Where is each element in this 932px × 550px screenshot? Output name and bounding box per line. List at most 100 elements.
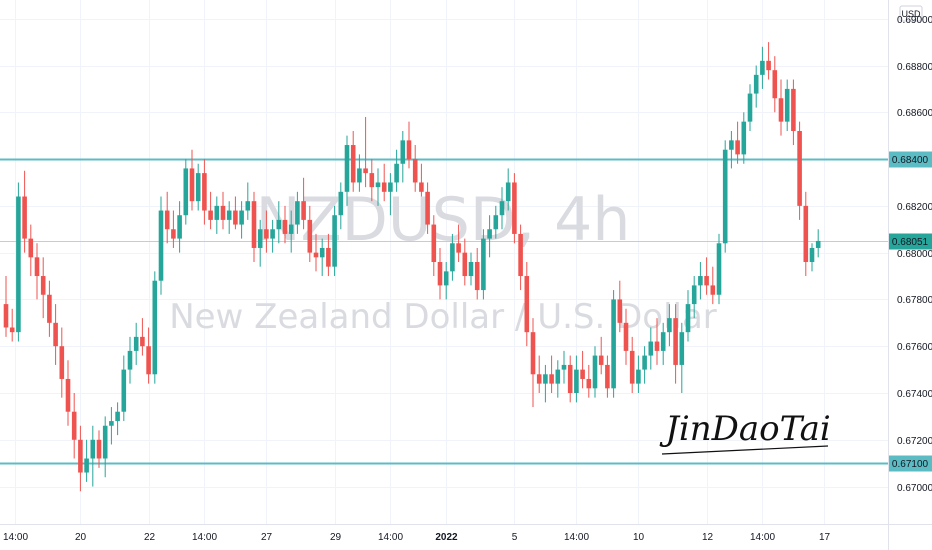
time-axis-labels: 14:00 20 22 14:00 27 29 14:00 2022 5 14:00 10 12 14:… xyxy=(3,532,831,543)
candle xyxy=(146,327,151,384)
time-tick-label: 14:00 xyxy=(378,532,403,543)
candle-body xyxy=(716,243,722,295)
candle xyxy=(96,430,102,468)
candle-body xyxy=(797,131,802,206)
candle-body xyxy=(698,276,703,286)
candle-body xyxy=(195,173,201,202)
candle-body xyxy=(295,201,300,225)
candle xyxy=(220,191,226,230)
candle-body xyxy=(40,276,46,295)
candle xyxy=(753,65,759,108)
candle xyxy=(84,439,89,482)
candle xyxy=(716,233,722,305)
symbol-watermark: NZDUSD, 4h xyxy=(256,185,631,255)
candle xyxy=(598,336,604,375)
candle xyxy=(381,163,387,202)
candle-body xyxy=(90,439,96,459)
candle-body xyxy=(3,304,9,328)
candle xyxy=(784,79,790,131)
candle xyxy=(350,131,356,192)
candle xyxy=(648,327,654,370)
candle xyxy=(177,201,182,253)
candle xyxy=(685,290,691,342)
candle-body xyxy=(803,205,809,262)
price-tick-label: 0.68000 xyxy=(897,249,932,260)
candle-body xyxy=(784,88,790,122)
candle-body xyxy=(127,350,133,370)
candle-body xyxy=(530,332,536,375)
candle xyxy=(276,201,282,244)
time-tick-label: 2022 xyxy=(435,532,458,543)
candle xyxy=(803,191,809,277)
candle xyxy=(140,318,145,356)
price-tick-label: 0.67600 xyxy=(897,342,932,353)
level-price-label: 0.67100 xyxy=(892,459,929,470)
price-tick-label: 0.68200 xyxy=(897,202,932,213)
price-tick-label: 0.67200 xyxy=(897,436,932,447)
candle-body xyxy=(208,210,213,220)
candle xyxy=(344,135,350,206)
candle-body xyxy=(344,145,350,192)
candle-body xyxy=(499,201,505,216)
candle xyxy=(245,182,251,220)
candle xyxy=(59,327,65,398)
candle-body xyxy=(332,215,337,267)
candle-body xyxy=(425,191,430,225)
candle xyxy=(729,131,734,169)
candle-body xyxy=(28,238,34,258)
time-tick-label: 14:00 xyxy=(750,532,775,543)
signature-watermark: JinDaoTai xyxy=(659,409,831,455)
price-tick-label: 0.68600 xyxy=(897,108,932,119)
candle xyxy=(127,336,133,384)
candle xyxy=(3,276,9,337)
description-watermark: New Zealand Dollar / U.S. Dollar xyxy=(169,297,717,337)
candle-body xyxy=(468,262,474,277)
candle-body xyxy=(245,201,251,211)
candle-body xyxy=(400,140,406,164)
candle-body xyxy=(611,299,616,389)
candle-body xyxy=(549,374,554,384)
candle xyxy=(698,262,703,300)
candle xyxy=(152,271,158,384)
candle xyxy=(543,364,548,403)
candles xyxy=(3,42,821,492)
candle-body xyxy=(394,163,399,183)
candle-body xyxy=(617,299,623,323)
candle xyxy=(623,308,629,365)
candle-body xyxy=(704,276,709,286)
time-tick-label: 12 xyxy=(702,532,714,543)
candle xyxy=(766,42,771,80)
candle-body xyxy=(456,243,461,253)
candle-body xyxy=(16,196,21,333)
candle-body xyxy=(481,238,486,291)
candle xyxy=(239,201,244,239)
candle-body xyxy=(555,369,561,384)
candle-body xyxy=(350,145,356,183)
candle-body xyxy=(629,350,635,384)
candle xyxy=(78,425,83,492)
candle-body xyxy=(133,336,139,351)
candle xyxy=(9,308,15,342)
candle xyxy=(338,182,344,230)
candle-body xyxy=(512,182,517,234)
last-price-label: 0.68051 xyxy=(892,237,929,248)
candle-body xyxy=(270,229,275,239)
last-price-tag xyxy=(889,233,932,250)
candle xyxy=(809,243,815,272)
candle xyxy=(536,355,542,393)
candle-body xyxy=(431,224,437,262)
candle xyxy=(53,304,58,365)
candle-body xyxy=(685,304,691,333)
time-tick-label: 14:00 xyxy=(564,532,589,543)
candle-body xyxy=(536,374,542,384)
candle xyxy=(443,262,449,300)
candle xyxy=(797,121,802,220)
candle xyxy=(195,163,201,211)
candle xyxy=(673,304,678,384)
time-tick-label: 5 xyxy=(512,532,518,543)
candle-body xyxy=(71,411,77,440)
currency-badge[interactable] xyxy=(899,5,923,22)
candle-body xyxy=(412,159,418,183)
candle-body xyxy=(450,243,455,272)
